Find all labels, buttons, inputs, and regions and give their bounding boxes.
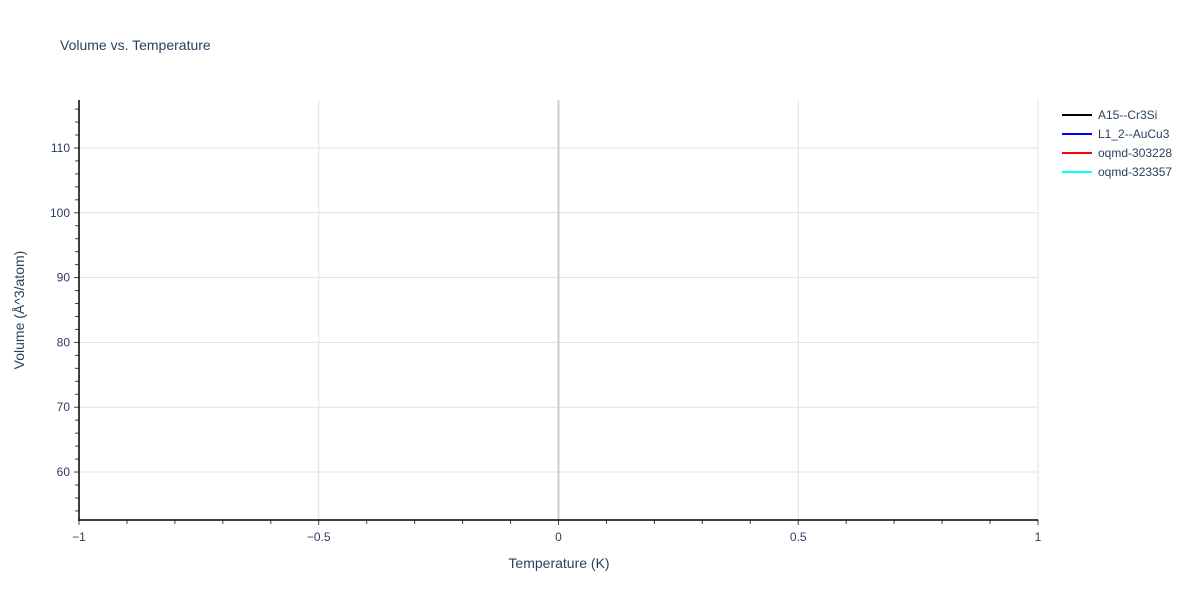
y-tick-label: 70 — [57, 400, 71, 414]
y-tick-label: 100 — [50, 206, 70, 220]
legend-item: oqmd-323357 — [1098, 165, 1172, 179]
y-tick-label: 60 — [57, 465, 71, 479]
x-tick-label: 0 — [555, 530, 562, 544]
legend-item: L1_2--AuCu3 — [1098, 127, 1170, 141]
x-tick-label: 0.5 — [790, 530, 807, 544]
x-axis-label: Temperature (K) — [508, 555, 609, 571]
y-axis-label: Volume (Å^3/atom) — [11, 251, 27, 370]
y-tick-label: 110 — [51, 141, 70, 155]
legend: A15--Cr3Si L1_2--AuCu3 oqmd-303228 oqmd-323… — [1062, 108, 1172, 179]
y-tick-label: 80 — [57, 335, 71, 349]
x-tick-label: −0.5 — [307, 530, 331, 544]
x-tick-label: −1 — [72, 530, 86, 544]
legend-item: A15--Cr3Si — [1098, 108, 1157, 122]
chart-title: Volume vs. Temperature — [60, 37, 211, 53]
x-tick-label: 1 — [1035, 530, 1042, 544]
legend-item: oqmd-303228 — [1098, 146, 1172, 160]
y-tick-label: 90 — [57, 271, 71, 285]
